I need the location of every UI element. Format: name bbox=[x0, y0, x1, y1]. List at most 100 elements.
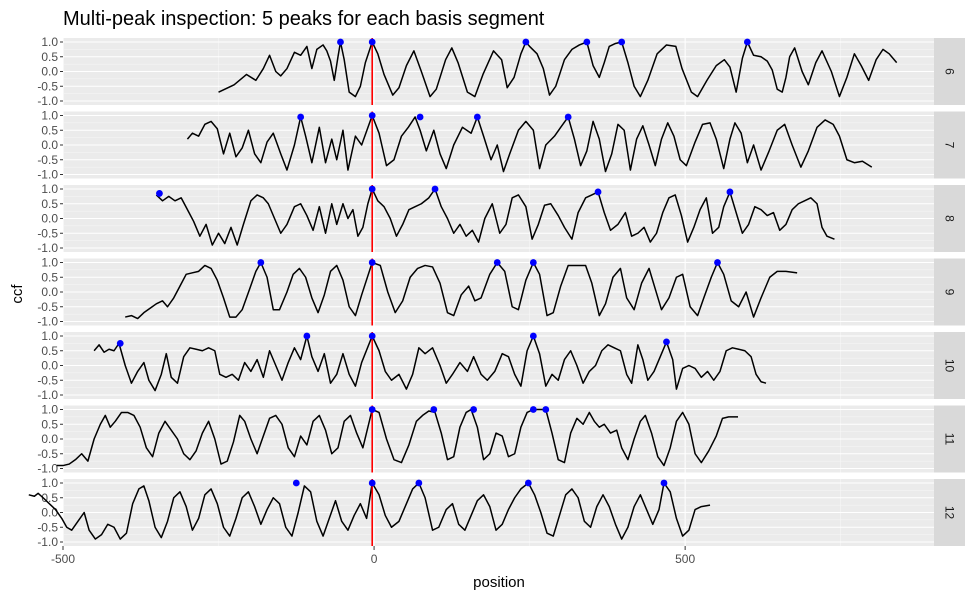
peak-marker bbox=[529, 259, 537, 266]
ccf-line bbox=[186, 114, 873, 173]
facet-panel-11: -1.0-0.50.00.51.0 11 bbox=[37, 403, 965, 476]
strip-background bbox=[934, 38, 965, 105]
peak-marker bbox=[663, 338, 670, 346]
y-tick-label: -0.5 bbox=[37, 300, 58, 314]
strip-label: 12 bbox=[943, 506, 957, 520]
x-axis: -500 0 500 bbox=[51, 546, 695, 566]
peak-marker bbox=[303, 332, 311, 340]
strip-background bbox=[934, 111, 965, 179]
y-tick-label: 1.0 bbox=[41, 35, 58, 49]
y-tick-label: 0.5 bbox=[41, 344, 58, 358]
y-tick-label: -1.0 bbox=[37, 168, 58, 182]
ccf-line bbox=[56, 408, 739, 467]
y-tick-label: 1.0 bbox=[41, 329, 58, 343]
ccf-line bbox=[125, 261, 798, 320]
peak-marker bbox=[337, 38, 344, 46]
strip-background bbox=[934, 332, 965, 399]
peak-marker bbox=[368, 479, 376, 487]
peak-marker bbox=[529, 332, 537, 340]
peak-marker bbox=[714, 259, 721, 266]
peak-marker bbox=[564, 113, 572, 121]
x-tick-label: -500 bbox=[51, 552, 75, 566]
peak-marker bbox=[493, 259, 501, 266]
peak-marker bbox=[594, 188, 602, 196]
y-tick-label: 0.5 bbox=[41, 417, 58, 431]
facet-panel-9: -1.0-0.50.00.51.0 9 bbox=[37, 256, 965, 329]
y-tick-label: 1.0 bbox=[41, 403, 58, 417]
y-tick-label: -1.0 bbox=[37, 535, 58, 549]
peak-marker bbox=[583, 38, 591, 46]
peak-marker bbox=[116, 339, 124, 347]
ccf-line bbox=[28, 482, 711, 540]
y-tick-label: 0.0 bbox=[41, 359, 58, 373]
peak-marker bbox=[292, 479, 300, 487]
y-tick-label: 0.5 bbox=[41, 50, 58, 64]
peak-marker bbox=[431, 185, 439, 193]
strip-label: 9 bbox=[943, 289, 957, 296]
y-tick-label: -1.0 bbox=[37, 241, 58, 255]
peak-marker bbox=[368, 406, 376, 413]
peak-marker bbox=[416, 113, 424, 121]
x-tick-label: 0 bbox=[371, 552, 378, 566]
y-tick-label: 0.0 bbox=[41, 285, 58, 299]
y-tick-label: -1.0 bbox=[37, 388, 58, 402]
y-tick-label: 0.5 bbox=[41, 197, 58, 211]
y-tick-label: -1.0 bbox=[37, 315, 58, 329]
peak-marker bbox=[368, 259, 376, 266]
y-tick-label: -0.5 bbox=[37, 226, 58, 240]
x-tick-label: 500 bbox=[675, 552, 695, 566]
y-tick-label: 1.0 bbox=[41, 476, 58, 490]
strip-background bbox=[934, 185, 965, 252]
facet-panel-6: -1.0-0.50.00.51.0 6 bbox=[37, 35, 965, 108]
peak-marker bbox=[368, 112, 376, 119]
peak-marker bbox=[430, 406, 438, 413]
x-axis-title: position bbox=[473, 574, 525, 591]
strip-label: 6 bbox=[943, 68, 957, 75]
facet-panel-7: -1.0-0.50.00.51.0 7 bbox=[37, 109, 965, 182]
strip-background bbox=[934, 258, 965, 326]
y-axis-title: ccf bbox=[9, 284, 26, 304]
y-tick-label: 0.0 bbox=[41, 506, 58, 520]
peak-marker bbox=[156, 190, 163, 197]
y-tick-label: 0.0 bbox=[41, 138, 58, 152]
peak-marker bbox=[368, 332, 376, 340]
y-tick-label: 1.0 bbox=[41, 109, 58, 123]
facet-panel-12: -1.0-0.50.00.51.0 12 bbox=[28, 476, 965, 549]
strip-background bbox=[934, 405, 965, 473]
peak-marker bbox=[473, 113, 481, 121]
peak-marker bbox=[542, 406, 550, 413]
y-tick-label: 0.0 bbox=[41, 432, 58, 446]
peak-marker bbox=[297, 113, 305, 121]
facet-panel-8: -1.0-0.50.00.51.0 8 bbox=[37, 182, 965, 255]
y-tick-label: -1.0 bbox=[37, 94, 58, 108]
facet-panels: -1.0-0.50.00.51.06-1.0-0.50.00.51.07-1.0… bbox=[28, 35, 965, 549]
ccf-line bbox=[93, 335, 767, 392]
y-tick-label: 1.0 bbox=[41, 256, 58, 270]
y-tick-label: -1.0 bbox=[37, 462, 58, 476]
peak-marker bbox=[368, 38, 376, 46]
peak-marker bbox=[415, 479, 423, 487]
peak-marker bbox=[726, 188, 734, 196]
y-tick-label: 0.5 bbox=[41, 123, 58, 137]
y-tick-label: -0.5 bbox=[37, 79, 58, 93]
ccf-line bbox=[155, 188, 835, 246]
peak-marker bbox=[522, 38, 530, 46]
y-tick-label: 1.0 bbox=[41, 182, 58, 196]
y-tick-label: -0.5 bbox=[37, 153, 58, 167]
ccf-line bbox=[218, 41, 898, 98]
peak-marker bbox=[618, 38, 626, 46]
y-tick-label: 0.5 bbox=[41, 270, 58, 284]
y-tick-label: 0.0 bbox=[41, 212, 58, 226]
peak-marker bbox=[660, 479, 668, 487]
y-tick-label: -0.5 bbox=[37, 447, 58, 461]
y-tick-label: -0.5 bbox=[37, 373, 58, 387]
strip-label: 7 bbox=[943, 142, 957, 149]
y-tick-label: -0.5 bbox=[37, 520, 58, 534]
peak-marker bbox=[368, 185, 376, 193]
facet-panel-10: -1.0-0.50.00.51.0 10 bbox=[37, 329, 965, 402]
y-tick-label: 0.0 bbox=[41, 65, 58, 79]
strip-label: 11 bbox=[943, 433, 957, 446]
chart-title: Multi-peak inspection: 5 peaks for each … bbox=[63, 8, 545, 30]
strip-label: 10 bbox=[943, 359, 957, 373]
